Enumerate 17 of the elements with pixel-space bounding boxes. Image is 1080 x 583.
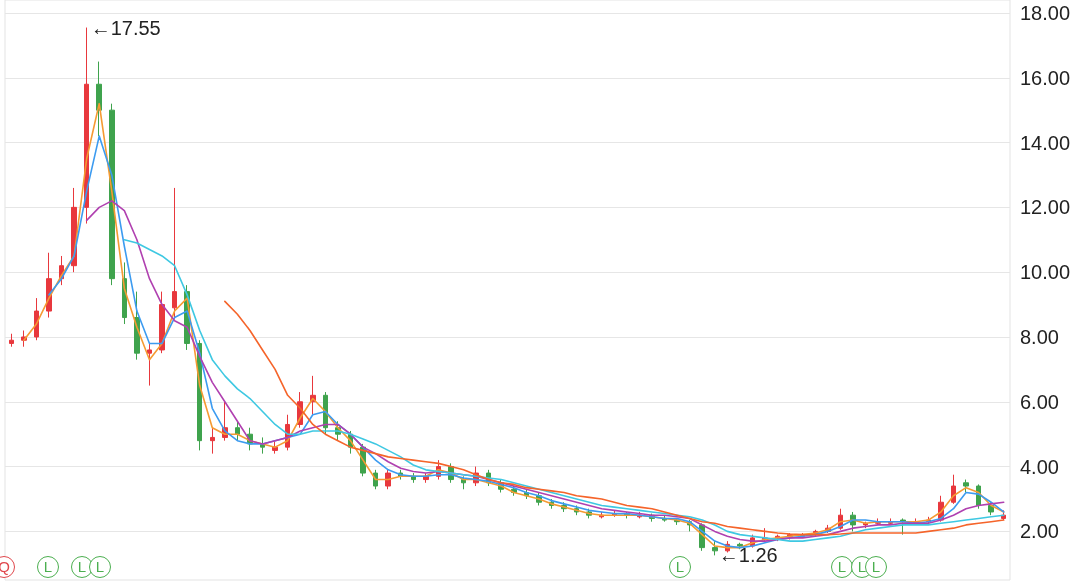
circled-letter-icon: L	[669, 556, 691, 578]
y-tick-label: 16.00	[1020, 66, 1071, 89]
y-tick-label: 2.00	[1020, 520, 1059, 543]
circled-letter-icon: L	[71, 556, 93, 578]
y-tick-label: 18.00	[1020, 1, 1071, 24]
y-tick-label: 10.00	[1020, 261, 1071, 284]
circled-letter-icon: L	[89, 556, 111, 578]
annotation: ←1.26	[718, 544, 778, 567]
y-tick-label: 12.00	[1020, 196, 1071, 219]
circled-letter-icon: L	[831, 556, 853, 578]
annotation: ←17.55	[90, 16, 161, 39]
circled-letter-icon: L	[37, 556, 59, 578]
y-tick-label: 14.00	[1020, 131, 1071, 154]
y-tick-label: 8.00	[1020, 325, 1059, 348]
y-tick-label: 4.00	[1020, 455, 1059, 478]
y-tick-label: 6.00	[1020, 390, 1059, 413]
circled-letter-icon: L	[865, 556, 887, 578]
